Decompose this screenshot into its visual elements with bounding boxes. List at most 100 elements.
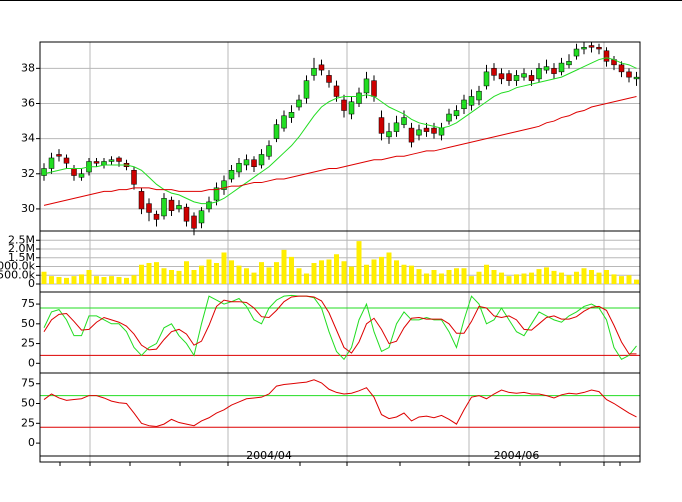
volume-bar: [491, 270, 497, 284]
y-tick-label: 0: [28, 436, 35, 449]
candle-body: [363, 78, 370, 94]
volume-bar: [326, 259, 332, 284]
volume-bar: [386, 252, 392, 284]
line-series: [43, 295, 637, 355]
candle-body: [243, 159, 250, 166]
volume-bar: [521, 273, 527, 284]
candle-body: [386, 131, 392, 138]
volume-bar: [79, 274, 84, 284]
candle-body: [581, 47, 587, 50]
line-series: [43, 379, 637, 427]
candle-body: [371, 80, 377, 97]
candle-body: [228, 170, 235, 180]
candle-body: [138, 191, 145, 210]
volume-bar: [551, 270, 557, 284]
candle-body: [416, 129, 422, 136]
candle-body: [558, 62, 565, 73]
candle-body: [431, 127, 437, 134]
candle-body: [101, 161, 107, 166]
candle-body: [146, 203, 152, 213]
volume-bar: [559, 272, 564, 284]
volume-bar: [191, 270, 197, 284]
volume-bar: [154, 262, 159, 284]
volume-bar: [476, 271, 482, 284]
volume-bar: [259, 262, 264, 284]
candle-body: [551, 68, 557, 74]
volume-bar: [109, 276, 114, 284]
candle-body: [281, 115, 287, 129]
y-tick-label: 34: [21, 132, 35, 145]
candle-body: [273, 124, 280, 139]
candle-body: [221, 180, 227, 190]
y-tick-label: 500.0k: [0, 268, 36, 281]
candle-body: [176, 205, 182, 210]
volume-bar: [469, 276, 474, 284]
candle-body: [498, 73, 505, 80]
volume-bar: [461, 268, 467, 284]
volume-bar: [529, 272, 534, 284]
volume-bar: [581, 268, 587, 284]
volume-bar: [304, 273, 309, 284]
volume-bar: [206, 259, 212, 284]
candle-body: [266, 145, 272, 157]
volume-bar: [536, 269, 542, 284]
candle-body: [573, 48, 580, 57]
volume-bar: [439, 273, 444, 284]
candle-body: [491, 68, 497, 76]
candle-body: [93, 161, 100, 164]
volume-bar: [364, 264, 369, 284]
volume-bar: [626, 275, 632, 284]
volume-bar: [214, 263, 219, 284]
candle-body: [326, 75, 332, 83]
volume-bar: [176, 270, 182, 284]
plot-frame: [39, 41, 641, 463]
volume-bar: [146, 263, 152, 284]
candle-body: [521, 73, 527, 78]
volume-bar: [131, 275, 137, 284]
volume-bar: [611, 274, 617, 284]
volume-bar: [544, 267, 549, 284]
candle-body: [258, 154, 265, 166]
candle-body: [438, 127, 445, 136]
volume-bar: [244, 268, 249, 284]
candle-body: [161, 198, 167, 217]
volume-bar: [379, 256, 384, 284]
candle-body: [506, 73, 512, 81]
x-tick-label: 2004/06: [494, 449, 540, 462]
line-series: [43, 57, 637, 205]
vertical-grid: [89, 42, 605, 462]
volume-bar: [169, 270, 174, 284]
volume-bar: [319, 260, 324, 284]
candle-body: [116, 157, 122, 162]
volume-bar: [161, 268, 167, 284]
volume-bar: [101, 277, 107, 284]
candle-body: [453, 110, 460, 117]
volume-bar: [484, 264, 489, 284]
volume-bar: [116, 277, 122, 284]
candle-body: [461, 99, 467, 110]
volume-bar: [589, 270, 594, 284]
volume-bar: [401, 264, 407, 284]
candle-body: [131, 170, 137, 185]
candle-body: [596, 47, 602, 50]
volume-bar: [394, 260, 399, 284]
candle-body: [206, 201, 212, 210]
volume-bar: [236, 265, 242, 284]
candle-body: [341, 99, 347, 111]
candle-body: [333, 85, 340, 97]
candle-body: [618, 64, 625, 73]
candle-body: [633, 76, 640, 80]
candle-body: [483, 71, 490, 87]
volume-bar: [499, 272, 504, 284]
volume-bar: [596, 272, 602, 284]
volume-bar: [506, 276, 512, 284]
candle-body: [588, 45, 595, 48]
candle-body: [191, 215, 197, 229]
volume-bar: [71, 276, 77, 284]
volume-bar: [334, 254, 339, 284]
volume-bar: [574, 271, 579, 284]
volume-bar: [416, 269, 422, 284]
volume-bar: [274, 262, 279, 284]
volume-bar: [296, 268, 302, 284]
